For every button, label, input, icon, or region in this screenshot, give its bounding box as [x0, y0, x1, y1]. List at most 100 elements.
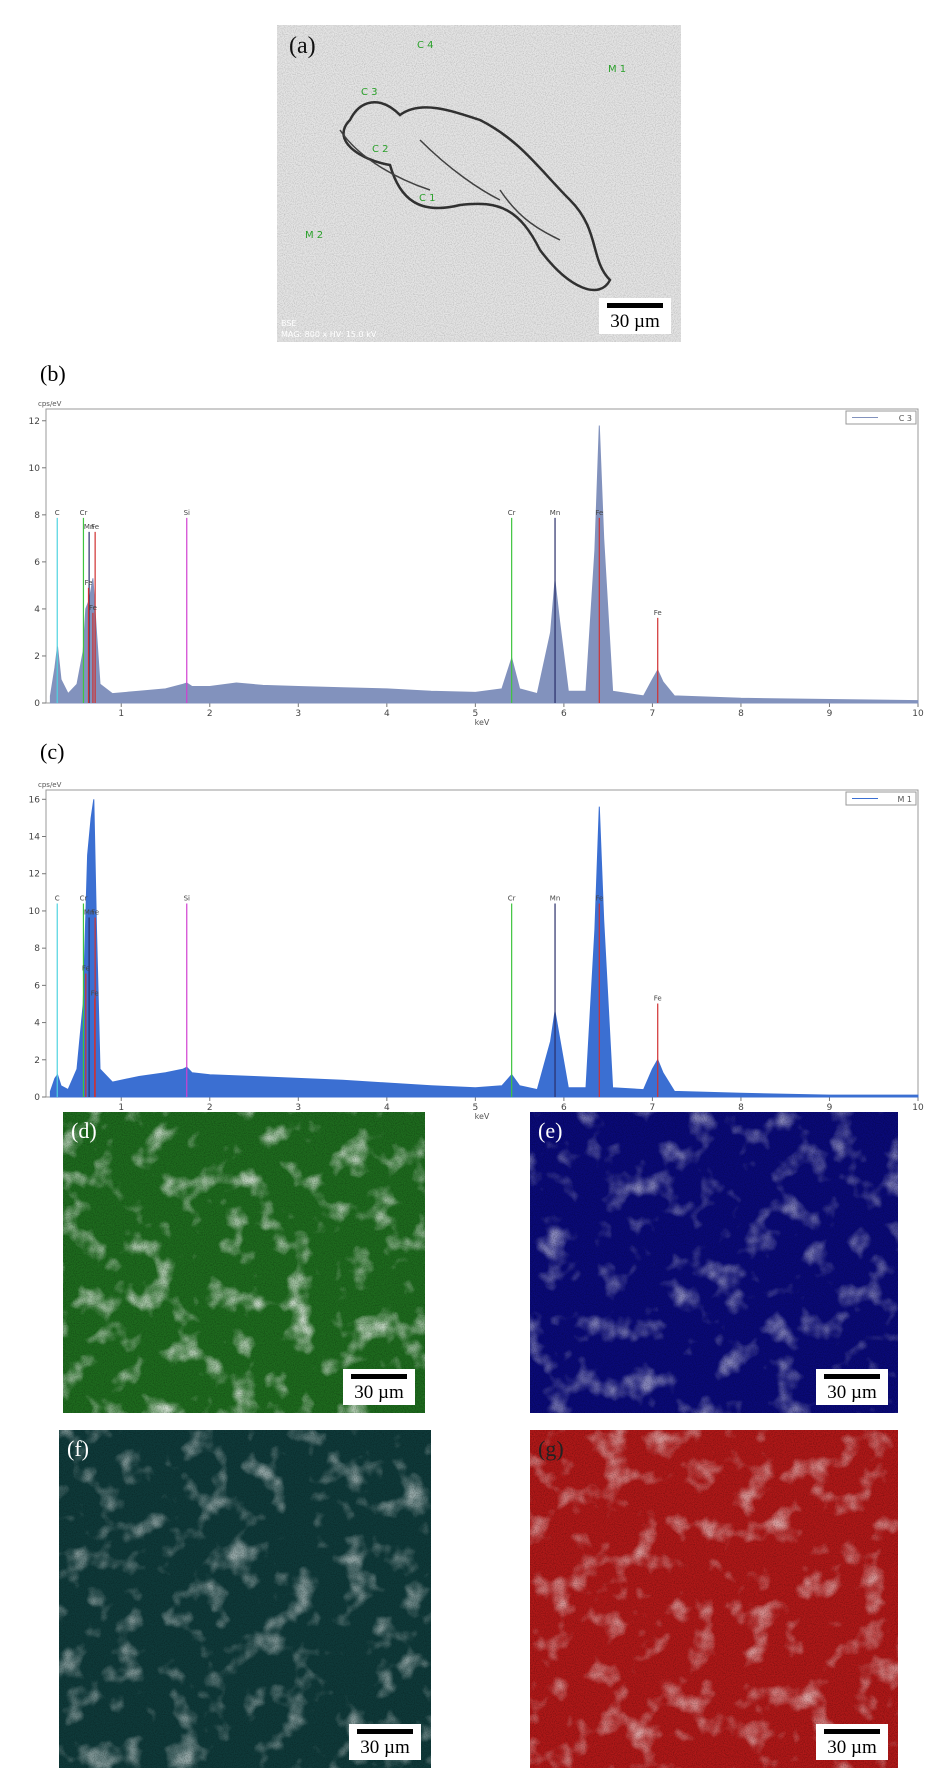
- x-axis-label: keV: [475, 1112, 490, 1121]
- scale-bar-label: 30 µm: [827, 1737, 877, 1758]
- panel-label: (e): [538, 1118, 562, 1143]
- x-tick-label: 7: [650, 1103, 656, 1113]
- x-tick-label: 2: [207, 1103, 213, 1113]
- peak-label: Fe: [595, 895, 603, 903]
- y-tick-label: 8: [34, 944, 40, 954]
- x-tick-label: 1: [118, 1103, 124, 1113]
- legend-label: M 1: [897, 795, 912, 804]
- peak-label: C: [55, 895, 60, 903]
- x-tick-label: 6: [561, 1103, 567, 1113]
- scale-bar-label: 30 µm: [610, 311, 660, 332]
- panel-label: (g): [538, 1436, 564, 1461]
- spectrum: [49, 425, 919, 704]
- sem-point-label: M 1: [608, 64, 626, 75]
- sem-point-label: C 1: [419, 193, 436, 204]
- image-noise: [530, 1112, 898, 1413]
- x-tick-label: 3: [295, 1103, 301, 1113]
- peak-label: Si: [184, 895, 190, 903]
- y-tick-label: 6: [34, 981, 40, 991]
- x-tick-label: 1: [118, 709, 124, 719]
- scale-bar: [824, 1374, 880, 1379]
- y-tick-label: 16: [29, 795, 41, 805]
- peak-label: Mn: [550, 509, 560, 517]
- scale-bar-label: 30 µm: [354, 1382, 404, 1403]
- y-tick-label: 10: [29, 907, 41, 917]
- peak-label: Fe: [91, 990, 99, 998]
- x-axis-label: keV: [475, 718, 490, 727]
- y-tick-label: 2: [34, 1056, 40, 1066]
- peak-label: Mn: [550, 895, 560, 903]
- y-tick-label: 12: [29, 870, 40, 880]
- peak-label: Fe: [595, 509, 603, 517]
- image-noise: [277, 25, 681, 342]
- peak-label: Mn: [84, 909, 94, 917]
- y-axis-label: cps/eV: [38, 781, 62, 789]
- x-tick-label: 7: [650, 709, 656, 719]
- sem-footer: MAG: 800 x HV: 15.0 kV: [281, 330, 377, 339]
- peak-label: Si: [184, 509, 190, 517]
- y-tick-label: 4: [34, 605, 40, 615]
- x-tick-label: 9: [827, 709, 833, 719]
- peak-label: Cr: [80, 509, 88, 517]
- peak-label: Fe: [91, 523, 99, 531]
- x-tick-label: 10: [912, 709, 924, 719]
- y-tick-label: 10: [29, 464, 41, 474]
- x-tick-label: 5: [472, 709, 478, 719]
- panel-label: (c): [40, 739, 64, 764]
- x-tick-label: 4: [384, 709, 390, 719]
- peak-label: Cr: [508, 895, 516, 903]
- x-tick-label: 4: [384, 1103, 390, 1113]
- scale-bar-label: 30 µm: [827, 1382, 877, 1403]
- x-tick-label: 10: [912, 1103, 924, 1113]
- peak-label: Cr: [508, 509, 516, 517]
- x-tick-label: 2: [207, 709, 213, 719]
- legend-box: [845, 791, 917, 806]
- sem-point-label: C 3: [361, 87, 378, 98]
- y-axis-label: cps/eV: [38, 400, 62, 408]
- image-noise: [63, 1112, 425, 1413]
- y-tick-label: 6: [34, 558, 40, 568]
- peak-label: Cr: [80, 895, 88, 903]
- scale-bar: [824, 1729, 880, 1734]
- y-tick-label: 12: [29, 417, 40, 427]
- y-tick-label: 8: [34, 511, 40, 521]
- y-tick-label: 0: [34, 1093, 40, 1103]
- peak-label: Fe: [91, 909, 99, 917]
- scale-bar-label: 30 µm: [360, 1737, 410, 1758]
- image-noise: [59, 1430, 431, 1768]
- peak-label: Fe: [89, 604, 97, 612]
- x-tick-label: 8: [738, 1103, 744, 1113]
- y-tick-label: 2: [34, 652, 40, 662]
- peak-label: C: [55, 509, 60, 517]
- legend-label: C 3: [899, 414, 912, 423]
- scale-bar: [357, 1729, 413, 1734]
- x-tick-label: 3: [295, 709, 301, 719]
- peak-label: Fe: [85, 579, 93, 587]
- image-noise: [530, 1430, 898, 1768]
- sem-point-label: M 2: [305, 230, 323, 241]
- y-tick-label: 14: [29, 833, 41, 843]
- y-tick-label: 4: [34, 1019, 40, 1029]
- y-tick-label: 0: [34, 699, 40, 709]
- plot-frame: [45, 789, 919, 1098]
- sem-point-label: C 4: [417, 40, 434, 51]
- scale-bar: [351, 1374, 407, 1379]
- x-tick-label: 9: [827, 1103, 833, 1113]
- x-tick-label: 8: [738, 709, 744, 719]
- panel-label: (d): [71, 1118, 97, 1143]
- x-tick-label: 5: [472, 1103, 478, 1113]
- legend-box: [845, 410, 917, 425]
- plot-frame: [45, 408, 919, 704]
- panel-label: (b): [40, 361, 66, 386]
- peak-label: Fe: [654, 609, 662, 617]
- peak-label: Mn: [84, 523, 94, 531]
- peak-label: Fe: [654, 995, 662, 1003]
- peak-label: Fe: [82, 965, 90, 973]
- panel-label: (a): [289, 33, 316, 59]
- x-tick-label: 6: [561, 709, 567, 719]
- sem-footer: BSE: [281, 319, 296, 328]
- panel-label: (f): [67, 1436, 89, 1461]
- scale-bar: [607, 303, 663, 308]
